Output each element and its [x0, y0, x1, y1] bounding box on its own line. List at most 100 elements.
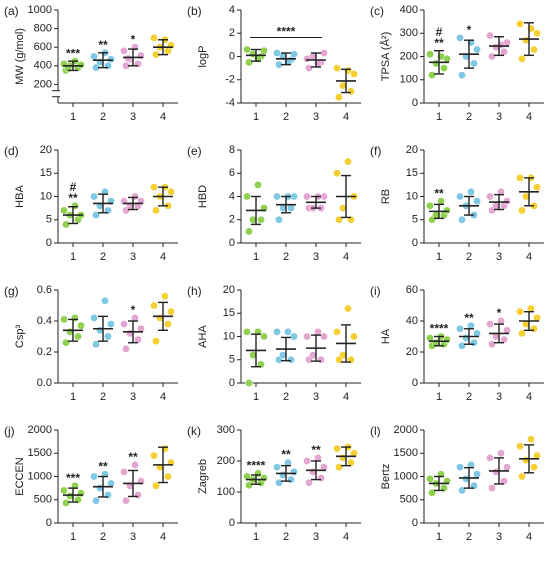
significance-label: **	[311, 443, 321, 457]
data-point	[290, 468, 298, 476]
significance-label: ****	[430, 322, 449, 336]
data-point	[62, 499, 70, 507]
significance-label: **	[434, 186, 444, 200]
data-point	[152, 482, 160, 490]
data-point	[426, 202, 434, 210]
data-point	[92, 340, 100, 349]
x-tick-label: 3	[496, 251, 502, 263]
panel: (d) HBA 0 5 10 15 20 1 2 3 4 **#	[4, 144, 178, 263]
y-tick-label: 10	[40, 190, 52, 202]
data-point	[62, 220, 70, 229]
y-tick-label: 0	[412, 517, 418, 529]
data-point	[518, 55, 526, 63]
panel-label: (j)	[4, 424, 15, 438]
x-tick-label: 2	[466, 111, 472, 123]
x-tick-label: 2	[283, 531, 289, 543]
x-tick-label: 3	[130, 531, 136, 543]
panel-label: (i)	[370, 284, 381, 298]
data-point	[124, 54, 132, 63]
y-tick-label: 2000	[394, 424, 418, 436]
data-point	[275, 215, 283, 224]
x-tick-label: 1	[436, 531, 442, 543]
x-tick-label: 4	[160, 531, 166, 543]
data-point	[488, 484, 496, 492]
y-tick-label: 600	[34, 41, 52, 53]
y-tick-label: 0.0	[37, 377, 52, 389]
data-point	[470, 59, 478, 68]
data-point	[107, 320, 115, 328]
y-tick-label: 5	[412, 214, 418, 226]
data-point	[243, 45, 251, 54]
panel-label: (h)	[187, 284, 202, 298]
data-point	[74, 332, 82, 341]
data-point	[443, 206, 451, 215]
data-point	[131, 461, 139, 469]
data-point	[60, 206, 68, 215]
data-point	[317, 355, 325, 364]
y-axis-label: RB	[380, 189, 392, 204]
data-point	[516, 174, 524, 182]
data-point	[150, 301, 158, 310]
data-point	[458, 342, 466, 350]
data-point	[518, 329, 526, 338]
data-point	[458, 71, 466, 79]
data-point	[167, 188, 175, 196]
significance-label: **	[98, 459, 108, 473]
data-point	[122, 496, 130, 505]
data-point	[488, 52, 496, 61]
data-point	[527, 435, 535, 444]
x-tick-label: 1	[436, 391, 442, 403]
x-tick-label: 2	[100, 391, 106, 403]
y-tick-label: 500	[34, 494, 52, 506]
panel: (f) RB 0 5 10 15 20 1 2 3 4 **	[370, 144, 544, 263]
y-tick-label: 10	[223, 330, 235, 342]
significance-label: **	[434, 36, 444, 50]
panel-label: (g)	[4, 284, 19, 298]
data-point	[92, 496, 100, 505]
y-tick-label: 100	[400, 74, 418, 86]
data-point	[456, 34, 464, 42]
y-tick-label: -4	[225, 97, 235, 109]
y-tick-label: 15	[40, 167, 52, 179]
data-point	[333, 444, 341, 453]
significance-label: ***	[66, 46, 80, 60]
x-tick-label: 4	[526, 111, 532, 123]
y-tick-label: 0.6	[37, 284, 52, 296]
axis-break-gap	[56, 90, 60, 97]
y-tick-label: 5	[229, 354, 235, 366]
data-point	[516, 20, 524, 28]
x-tick-label: 4	[160, 391, 166, 403]
panel: (h) AHA 0 5 10 15 20 1 2 3 4	[187, 284, 361, 403]
x-tick-label: 4	[343, 251, 349, 263]
data-point	[335, 93, 343, 101]
data-point	[287, 204, 295, 212]
data-point	[518, 472, 526, 481]
x-tick-label: 1	[436, 111, 442, 123]
y-tick-label: 20	[406, 144, 418, 156]
data-point	[122, 345, 130, 353]
x-tick-label: 4	[160, 111, 166, 123]
y-tick-label: 100	[217, 486, 235, 498]
x-tick-label: 3	[496, 111, 502, 123]
y-axis-label: Bertz	[380, 464, 392, 490]
y-tick-label: 200	[217, 455, 235, 467]
data-point	[161, 292, 169, 301]
data-point	[350, 70, 358, 78]
x-tick-label: 3	[313, 531, 319, 543]
y-tick-label: 0	[229, 50, 235, 62]
data-point	[317, 474, 325, 482]
y-tick-label: -2	[225, 74, 235, 86]
data-point	[150, 34, 158, 42]
y-tick-label: 20	[406, 346, 418, 358]
data-point	[287, 475, 295, 484]
data-point	[503, 463, 511, 472]
data-point	[245, 481, 253, 489]
data-point	[428, 71, 436, 79]
y-tick-label: 8	[229, 144, 235, 156]
y-tick-label: 2000	[28, 424, 52, 436]
x-tick-label: 1	[70, 531, 76, 543]
data-point	[335, 215, 343, 224]
